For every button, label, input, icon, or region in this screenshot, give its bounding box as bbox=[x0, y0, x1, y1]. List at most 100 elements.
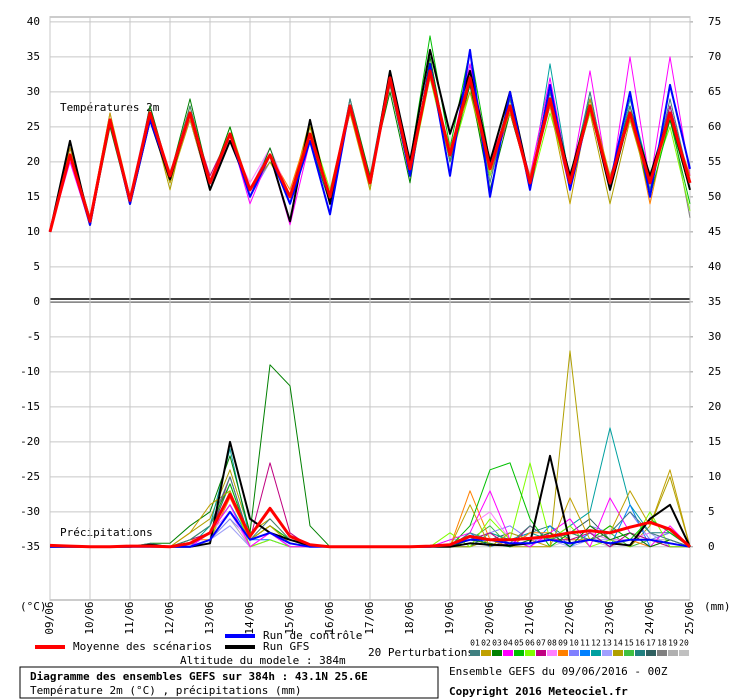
y-tick-label: 35 bbox=[27, 50, 40, 63]
x-tick-label: 22/06 bbox=[563, 601, 576, 634]
legend-label: Moyenne des scénarios bbox=[73, 640, 212, 653]
precipitation-label: Précipitations bbox=[60, 526, 153, 539]
y2-tick-label: 45 bbox=[708, 225, 721, 238]
y-tick-label: -35 bbox=[20, 540, 40, 553]
legend-label: 13 bbox=[602, 639, 612, 648]
run-info: Ensemble GEFS du 09/06/2016 - 00Z bbox=[449, 665, 668, 678]
y-tick-label: 15 bbox=[27, 190, 40, 203]
y2-tick-label: 55 bbox=[708, 155, 721, 168]
chart-subtitle: Température 2m (°C) , précipitations (mm… bbox=[30, 684, 302, 697]
x-tick-label: 20/06 bbox=[483, 601, 496, 634]
chart-title: Diagramme des ensembles GEFS sur 384h : … bbox=[30, 670, 368, 683]
legend-label: 08 bbox=[547, 639, 557, 648]
precipitation-line bbox=[49, 492, 691, 549]
legend-label: 12 bbox=[591, 639, 601, 648]
x-tick-label: 14/06 bbox=[243, 601, 256, 634]
legend-swatch bbox=[657, 650, 667, 656]
legend-swatch bbox=[679, 650, 689, 656]
x-tick-label: 23/06 bbox=[603, 601, 616, 634]
legend-swatch bbox=[536, 650, 546, 656]
legend-label: Run de contrôle bbox=[263, 629, 362, 642]
y2-unit: (mm) bbox=[704, 600, 731, 613]
x-tick-label: 11/06 bbox=[123, 601, 136, 634]
legend-swatch bbox=[635, 650, 645, 656]
legend-label: 05 bbox=[514, 639, 524, 648]
legend-swatch bbox=[613, 650, 623, 656]
y2-tick-label: 20 bbox=[708, 400, 721, 413]
legend-label: 17 bbox=[646, 639, 656, 648]
legend-label: 10 bbox=[569, 639, 579, 648]
y2-tick-label: 10 bbox=[708, 470, 721, 483]
perturbations-label: 20 Perturbations bbox=[368, 646, 474, 659]
y2-tick-label: 75 bbox=[708, 15, 721, 28]
x-tick-label: 12/06 bbox=[163, 601, 176, 634]
legend-label: 14 bbox=[613, 639, 623, 648]
y-tick-label: 30 bbox=[27, 85, 40, 98]
legend-swatch bbox=[503, 650, 513, 656]
legend-label: 11 bbox=[580, 639, 590, 648]
y-tick-label: -30 bbox=[20, 505, 40, 518]
legend-label: 16 bbox=[635, 639, 645, 648]
legend-swatch bbox=[569, 650, 579, 656]
x-tick-label: 16/06 bbox=[323, 601, 336, 634]
legend-swatch bbox=[558, 650, 568, 656]
temperature-label: Températures 2m bbox=[60, 101, 160, 114]
legend-label: 15 bbox=[624, 639, 634, 648]
x-tick-label: 24/06 bbox=[643, 601, 656, 634]
y2-tick-label: 0 bbox=[708, 540, 715, 553]
x-tick-label: 10/06 bbox=[83, 601, 96, 634]
legend-label: 01 bbox=[470, 639, 480, 648]
legend-swatch bbox=[470, 650, 480, 656]
y2-tick-label: 50 bbox=[708, 190, 721, 203]
copyright: Copyright 2016 Meteociel.fr bbox=[449, 685, 628, 698]
y-tick-label: 25 bbox=[27, 120, 40, 133]
y-tick-label: 5 bbox=[33, 260, 40, 273]
y2-tick-label: 5 bbox=[708, 505, 715, 518]
x-tick-label: 17/06 bbox=[363, 601, 376, 634]
x-tick-label: 25/06 bbox=[683, 601, 696, 634]
y-tick-label: -10 bbox=[20, 365, 40, 378]
legend-swatch bbox=[624, 650, 634, 656]
legend-label: 20 bbox=[679, 639, 689, 648]
x-tick-label: 09/06 bbox=[43, 601, 56, 634]
y-tick-label: -20 bbox=[20, 435, 40, 448]
legend-label: 03 bbox=[492, 639, 502, 648]
legend-swatch bbox=[547, 650, 557, 656]
y2-tick-label: 40 bbox=[708, 260, 721, 273]
x-tick-label: 13/06 bbox=[203, 601, 216, 634]
x-tick-label: 18/06 bbox=[403, 601, 416, 634]
legend-swatch bbox=[646, 650, 656, 656]
y2-tick-label: 60 bbox=[708, 120, 721, 133]
legend-label: 04 bbox=[503, 639, 513, 648]
y-unit: (°C) bbox=[20, 600, 47, 613]
legend-swatch bbox=[514, 650, 524, 656]
y-tick-label: -5 bbox=[27, 330, 40, 343]
y2-tick-label: 15 bbox=[708, 435, 721, 448]
legend-swatch bbox=[525, 650, 535, 656]
y-tick-label: 40 bbox=[27, 15, 40, 28]
legend-label: 19 bbox=[668, 639, 678, 648]
x-tick-label: 19/06 bbox=[443, 601, 456, 634]
x-tick-label: 15/06 bbox=[283, 601, 296, 634]
legend-label: Run GFS bbox=[263, 640, 309, 653]
title-box bbox=[19, 666, 439, 699]
legend-swatch bbox=[580, 650, 590, 656]
y2-tick-label: 30 bbox=[708, 330, 721, 343]
y-tick-label: -15 bbox=[20, 400, 40, 413]
legend-swatch bbox=[602, 650, 612, 656]
legend-swatch bbox=[591, 650, 601, 656]
legend-swatch bbox=[668, 650, 678, 656]
temperature-line bbox=[48, 69, 692, 233]
y2-tick-label: 35 bbox=[708, 295, 721, 308]
y-tick-label: 0 bbox=[33, 295, 40, 308]
y2-tick-label: 70 bbox=[708, 50, 721, 63]
legend-label: 07 bbox=[536, 639, 546, 648]
y-tick-label: 10 bbox=[27, 225, 40, 238]
legend-label: 06 bbox=[525, 639, 535, 648]
y-tick-label: 20 bbox=[27, 155, 40, 168]
y2-tick-label: 65 bbox=[708, 85, 721, 98]
y2-tick-label: 25 bbox=[708, 365, 721, 378]
y-tick-label: -25 bbox=[20, 470, 40, 483]
altitude: Altitude du modele : 384m bbox=[180, 654, 346, 667]
